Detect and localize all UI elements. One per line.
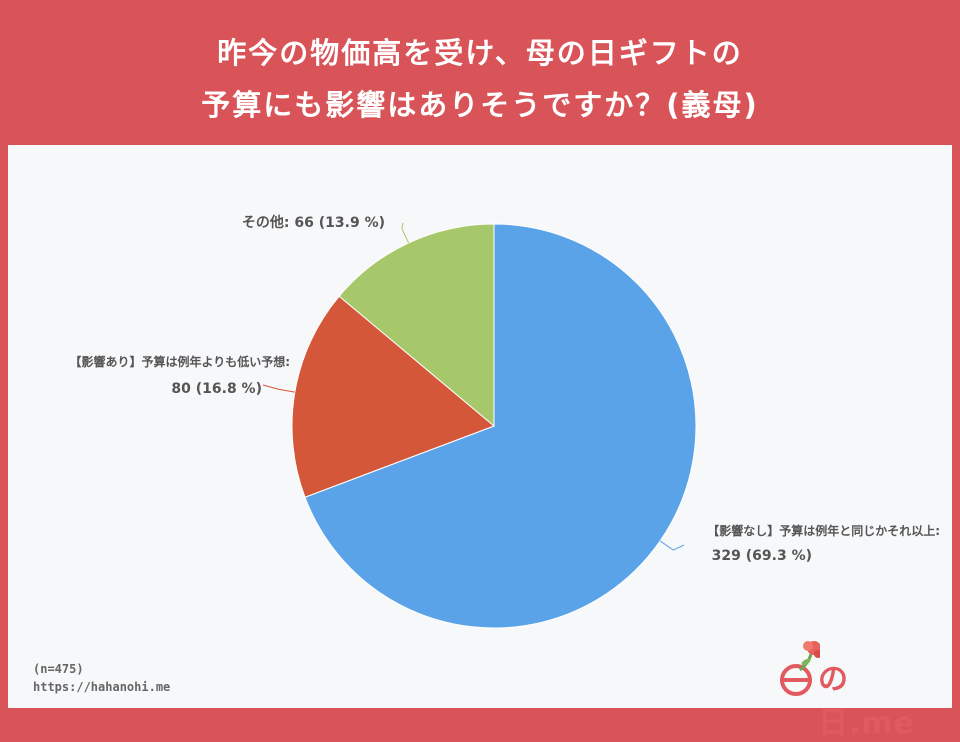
data-label-name-1: 【影響あり】予算は例年よりも低い予想: [69, 354, 290, 369]
header: 昨今の物価高を受け、母の日ギフトの 予算にも影響はありそうですか？(義母) [0, 0, 960, 145]
source-url: https://hahanohi.me [33, 680, 171, 694]
pie-chart: 【影響なし】予算は例年と同じかそれ以上: 329 (69.3 %) 【影響あり】予算… [69, 214, 940, 629]
data-label-2: その他: 66 (13.9 %) [242, 214, 385, 231]
data-label-value-0: 329 (69.3 %) [712, 548, 812, 564]
logo-text: の日.me [818, 662, 916, 741]
chart-panel: 【影響なし】予算は例年と同じかそれ以上: 329 (69.3 %) 【影響あり】予算… [8, 145, 952, 708]
title-line-1: 昨今の物価高を受け、母の日ギフトの [217, 36, 743, 70]
data-label-value-1: 80 (16.8 %) [171, 381, 262, 397]
carnation-icon [780, 641, 822, 696]
site-logo: の日.me [770, 640, 940, 741]
leader-line-0 [659, 540, 685, 551]
leader-line-1 [262, 384, 295, 393]
data-label-name-0: 【影響なし】予算は例年と同じかそれ以上: [707, 523, 940, 538]
pie-slice-1 [291, 295, 495, 498]
pie-slice-2 [338, 223, 495, 428]
sample-size: (n=475) [33, 662, 84, 676]
title-line-2: 予算にも影響はありそうですか？(義母) [201, 88, 759, 122]
pie-slice-0 [304, 223, 697, 629]
leader-line-2 [401, 222, 410, 244]
